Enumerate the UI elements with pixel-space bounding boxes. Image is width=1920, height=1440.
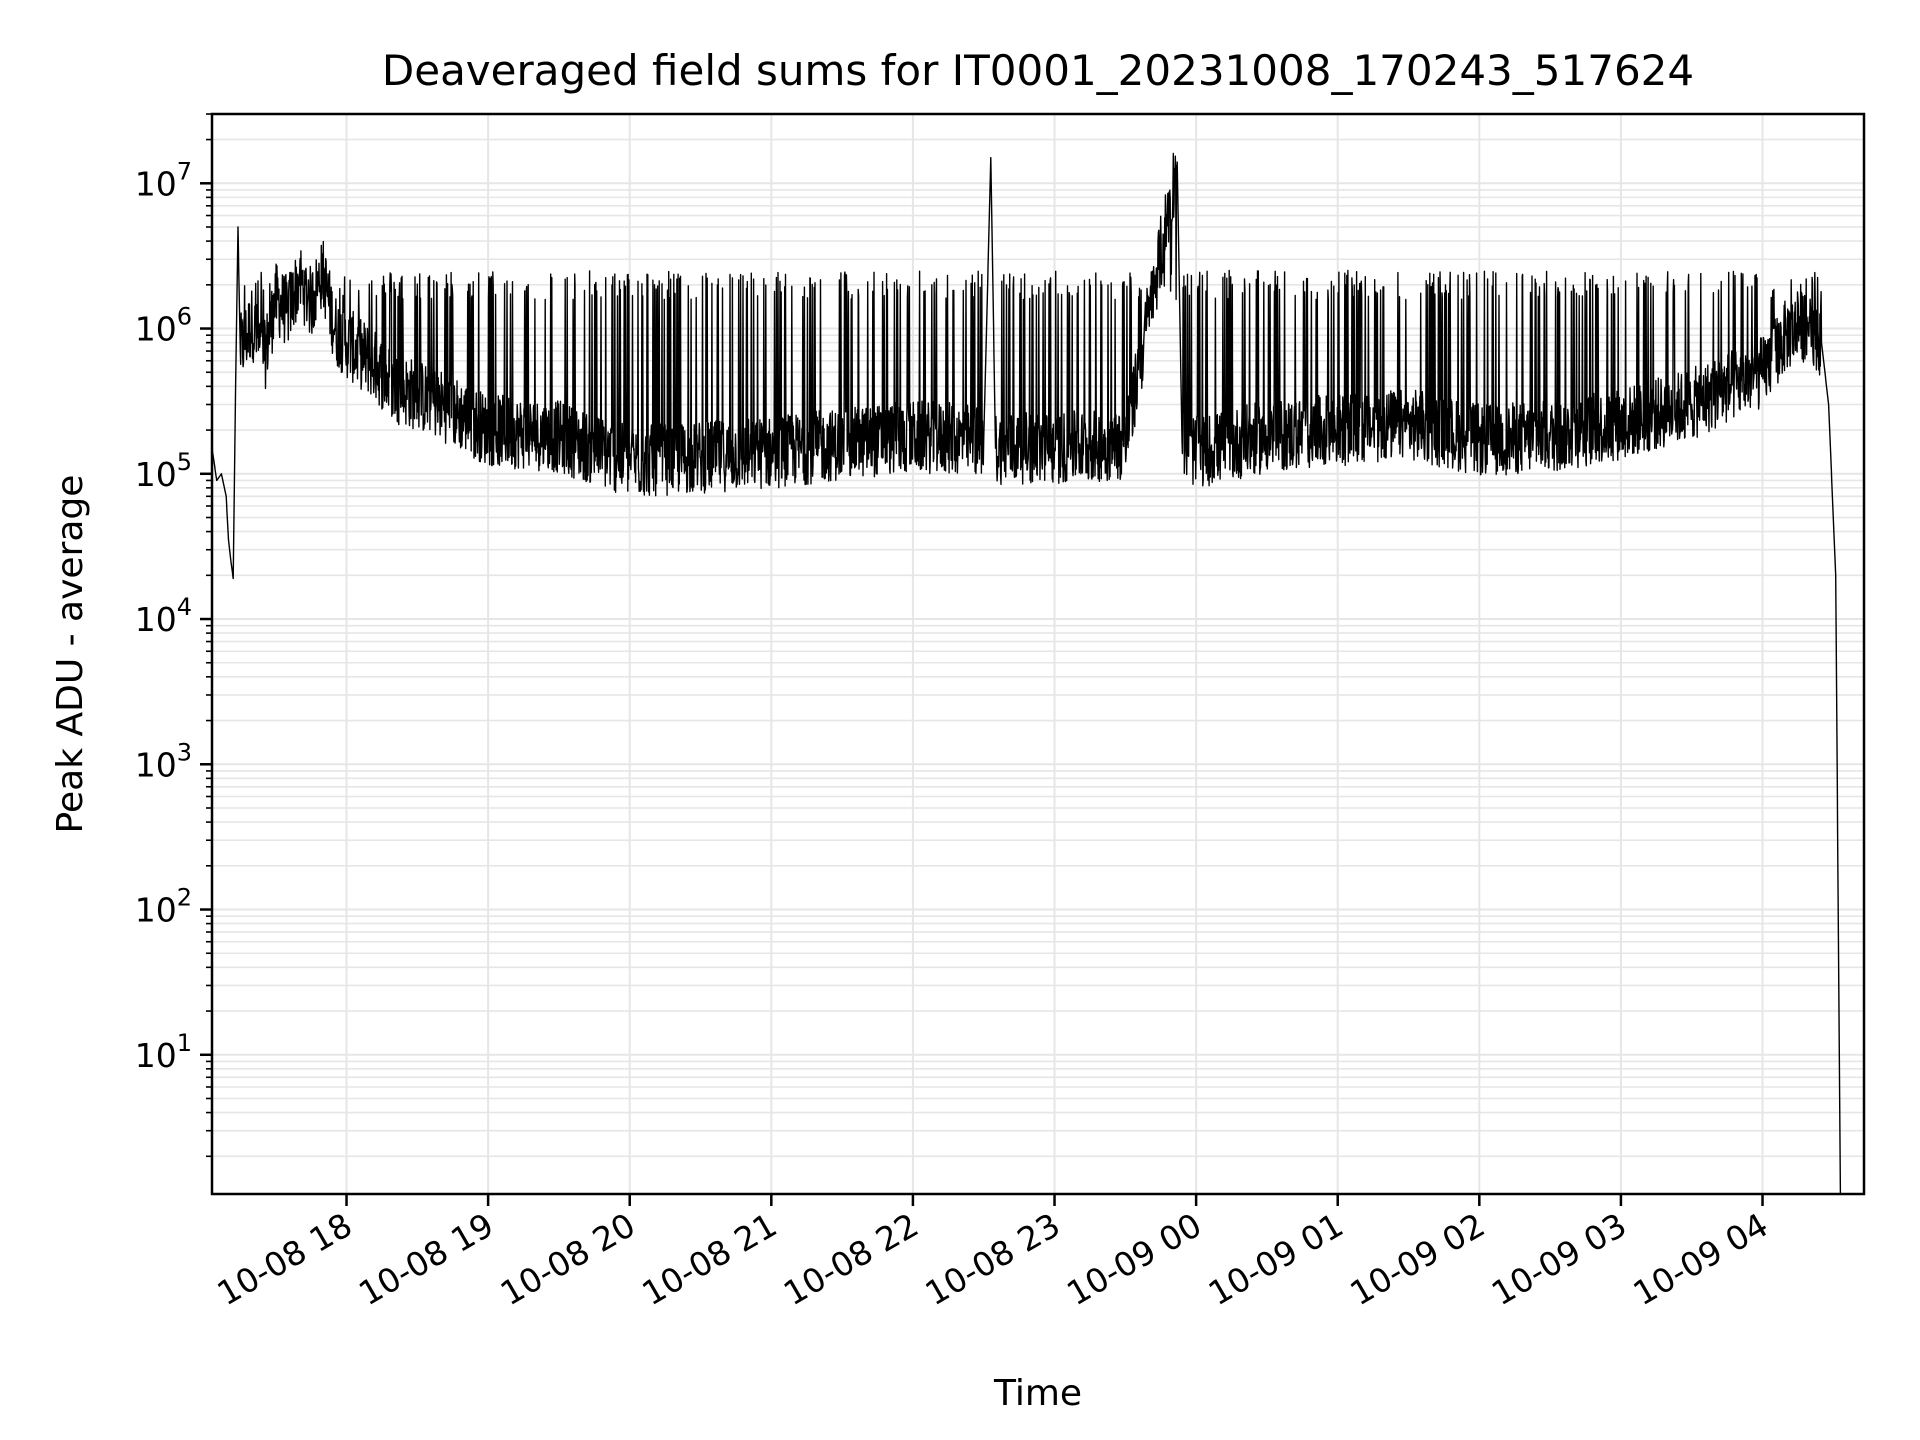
x-tick-label: 10-09 01 [1202,1205,1350,1313]
x-tick-label: 10-08 23 [919,1205,1067,1313]
y-tick-label: 106 [135,303,192,349]
y-tick-label: 102 [135,884,192,930]
plot-area [212,114,1864,1194]
y-axis-label: Peak ADU - average [50,475,91,834]
y-tick-label: 103 [135,738,192,784]
x-tick-label: 10-09 02 [1343,1205,1491,1313]
x-axis-label: Time [993,1373,1082,1414]
x-tick-label: 10-08 20 [494,1205,642,1313]
axes-frame [210,112,1866,1196]
y-tick-label: 101 [135,1029,192,1075]
y-tick-label: 107 [135,157,192,203]
y-tick-label: 104 [135,593,192,639]
series-layer [211,152,1842,1195]
x-tick-label: 10-08 19 [352,1205,500,1313]
x-tick-label: 10-09 03 [1485,1205,1633,1313]
x-tick-label: 10-09 04 [1627,1205,1775,1313]
chart-title: Deaveraged field sums for IT0001_2023100… [382,46,1694,95]
series-line [211,152,1842,1195]
grid [212,113,1864,1194]
x-tick-label: 10-08 22 [777,1205,925,1313]
x-tick-label: 10-08 18 [211,1205,359,1313]
x-tick-label: 10-09 00 [1060,1205,1208,1313]
y-tick-label: 105 [135,448,192,494]
x-tick-label: 10-08 21 [635,1205,783,1313]
